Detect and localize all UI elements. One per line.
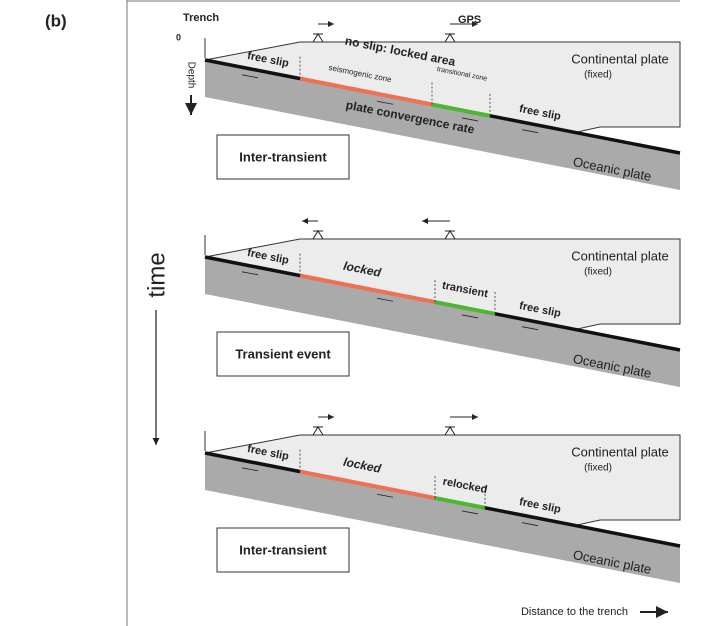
figure-label: (b) xyxy=(45,11,67,30)
state-label: Inter-transient xyxy=(239,149,327,164)
gps-station xyxy=(445,34,455,42)
fixed: (fixed) xyxy=(584,70,612,81)
state-label: Inter-transient xyxy=(239,542,327,557)
gps-station xyxy=(445,231,455,239)
x-axis-label: Distance to the trench xyxy=(521,606,628,618)
state-label: Transient event xyxy=(235,346,331,361)
depth-zero: 0 xyxy=(176,32,181,42)
continental: Continental plate xyxy=(571,444,669,459)
continental: Continental plate xyxy=(571,248,669,263)
trench: Trench xyxy=(183,12,219,24)
gps-station xyxy=(313,427,323,435)
time-label: time xyxy=(143,252,170,297)
fixed: (fixed) xyxy=(584,463,612,474)
gps-station xyxy=(313,34,323,42)
figure: (b) time Distance to the trench Inter-tr… xyxy=(0,0,723,626)
gps-station xyxy=(313,231,323,239)
gps-station xyxy=(445,427,455,435)
gps: GPS xyxy=(458,14,481,26)
fixed: (fixed) xyxy=(584,267,612,278)
depth-label: Depth xyxy=(185,62,196,89)
continental: Continental plate xyxy=(571,51,669,66)
